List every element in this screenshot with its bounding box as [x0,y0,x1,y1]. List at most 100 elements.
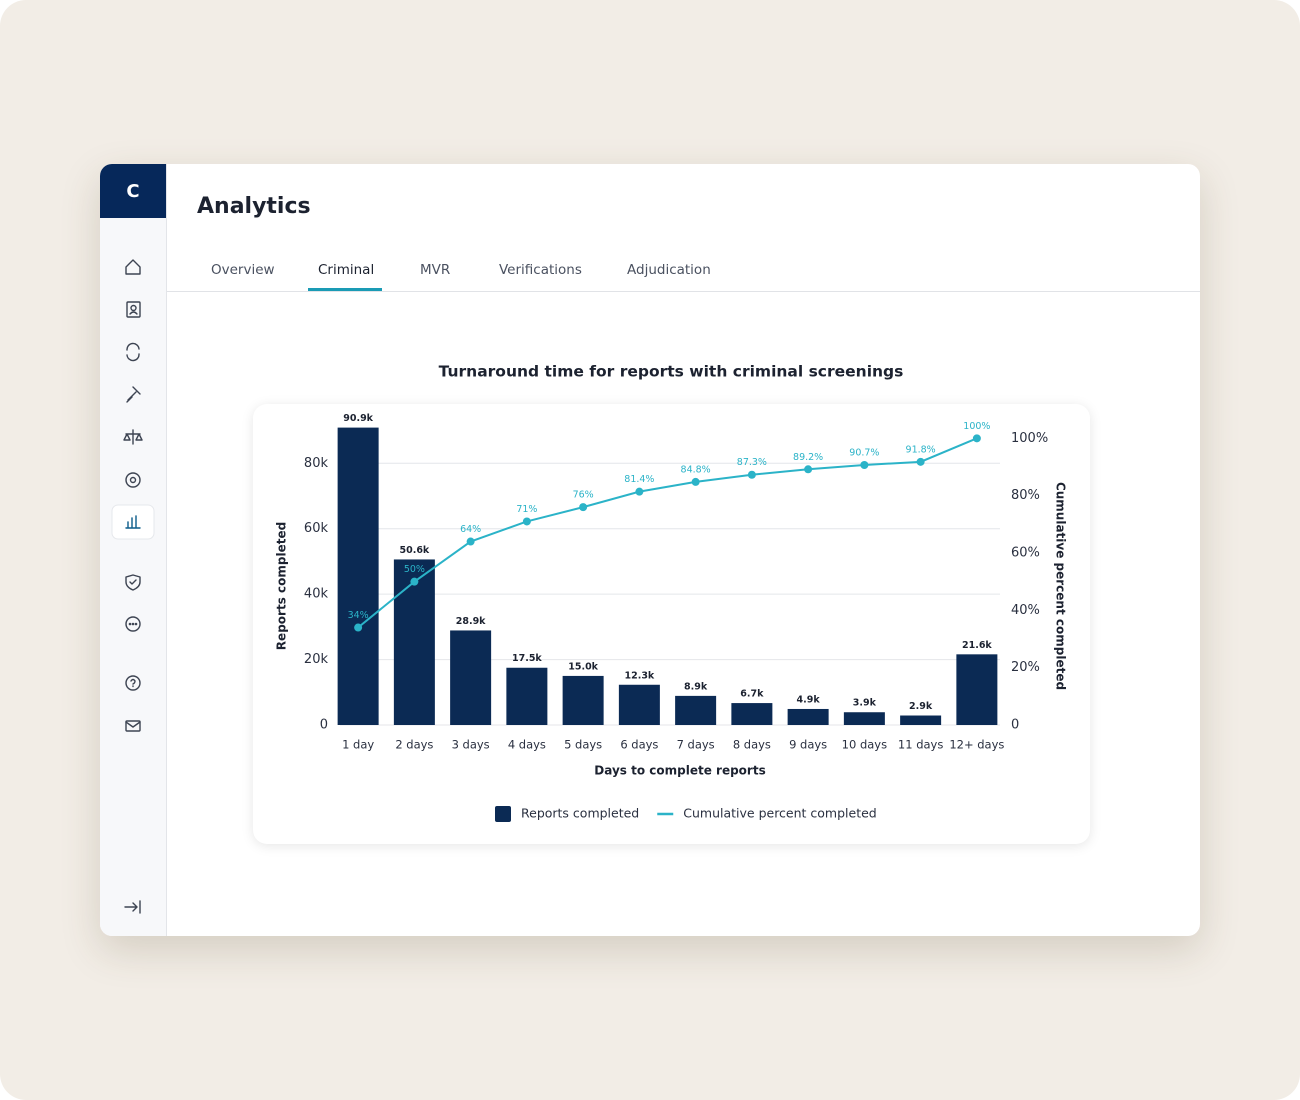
bar-value-label: 17.5k [512,653,542,664]
icon-scales[interactable] [123,429,143,445]
app-window: C Analytics Overview Criminal MVR Verificat… [100,164,1200,936]
icon-shield[interactable] [125,574,141,591]
x-tick-label: 4 days [508,738,546,752]
bar [450,630,492,725]
line-value-label: 71% [516,504,537,515]
line-point [691,477,700,486]
bar [900,715,942,725]
icon-mail[interactable] [125,720,141,732]
bar-value-label: 4.9k [797,694,821,705]
active-indicator [111,504,155,540]
y2-tick-label: 80% [1011,488,1040,503]
y2-tick-label: 40% [1011,603,1040,618]
line-point [972,434,981,443]
tab[interactable]: Verifications [499,262,582,278]
icon-more[interactable] [125,616,141,632]
x-tick-label: 6 days [620,738,658,752]
line [357,437,978,629]
y-tick-label: 40k [304,587,329,602]
legend-label: Reports completed [521,806,639,821]
bar-value-label: 2.9k [909,701,933,712]
line-point [860,460,869,469]
y2-tick-label: 100% [1011,431,1048,446]
line-point [522,517,531,526]
line-value-label: 89.2% [793,452,823,463]
icon-gavel[interactable] [126,386,141,403]
y-axis-title: Reports completed [275,522,289,650]
bar-value-label: 12.3k [624,670,654,681]
bar [731,703,773,725]
line-value-label: 81.4% [624,474,654,485]
tab[interactable]: MVR [420,262,451,278]
icon-home[interactable] [125,259,141,275]
line-value-label: 34% [348,610,369,621]
line-value-label: 64% [460,524,481,535]
bar-value-label: 50.6k [399,545,429,556]
y-tick-label: 0 [320,718,328,733]
line-point [410,577,419,586]
line-value-label: 76% [573,490,594,501]
line-point [916,457,925,466]
bar [506,667,548,725]
bar-value-label: 8.9k [684,681,708,692]
divider [167,291,1200,292]
x-tick-label: 1 day [342,738,374,752]
bar [337,427,379,725]
icon-contacts[interactable] [126,301,141,318]
line-value-label: 91.8% [906,444,936,455]
line-value-label: 84.8% [681,464,711,475]
y2-tick-label: 60% [1011,546,1040,561]
bar [787,708,829,725]
chart-card [253,404,1090,844]
sidebar-icons [111,259,155,914]
icon-refresh[interactable] [126,342,140,362]
tab[interactable]: Criminal [318,262,375,278]
y2-tick-label: 20% [1011,660,1040,675]
icon-help[interactable] [125,675,141,691]
icon-target[interactable] [125,472,141,488]
bar [843,712,885,725]
line-value-label: 87.3% [737,457,767,468]
x-tick-label: 11 days [898,738,943,752]
line-value-label: 100% [963,421,990,432]
logo[interactable]: C [100,164,166,218]
icon-analytics[interactable] [125,515,141,529]
x-tick-label: 8 days [733,738,771,752]
bar [675,695,717,725]
bar-value-label: 21.6k [962,640,992,651]
x-tick-label: 7 days [677,738,715,752]
bar [956,654,998,725]
line-point [354,623,363,632]
x-tick-label: 10 days [842,738,887,752]
bar [562,675,604,725]
tab[interactable]: Overview [211,262,275,278]
legend-label: Cumulative percent completed [683,806,877,821]
x-axis-title: Days to complete reports [594,764,765,778]
y-tick-label: 20k [304,652,329,667]
bar-value-label: 28.9k [456,616,486,627]
bar-value-label: 15.0k [568,661,598,672]
legend-swatch [495,806,511,822]
line-point [466,537,475,546]
x-tick-label: 12+ days [949,738,1004,752]
line-value-label: 90.7% [849,447,879,458]
icon-collapse[interactable] [124,900,141,914]
line-point [747,470,756,479]
tab-underline [308,288,382,291]
tab[interactable]: Adjudication [627,262,711,278]
bar-value-label: 90.9k [343,413,373,424]
x-tick-label: 9 days [789,738,827,752]
y2-tick-label: 0 [1011,718,1019,733]
bar-value-label: 6.7k [740,689,764,700]
line-point [579,503,588,512]
page-title: Analytics [197,194,311,219]
line-point [635,487,644,496]
y-tick-label: 80k [304,456,329,471]
x-tick-label: 5 days [564,738,602,752]
bar [618,684,660,725]
bar-value-label: 3.9k [853,698,877,709]
bar [393,559,435,725]
chart-title: Turnaround time for reports with crimina… [439,363,904,381]
